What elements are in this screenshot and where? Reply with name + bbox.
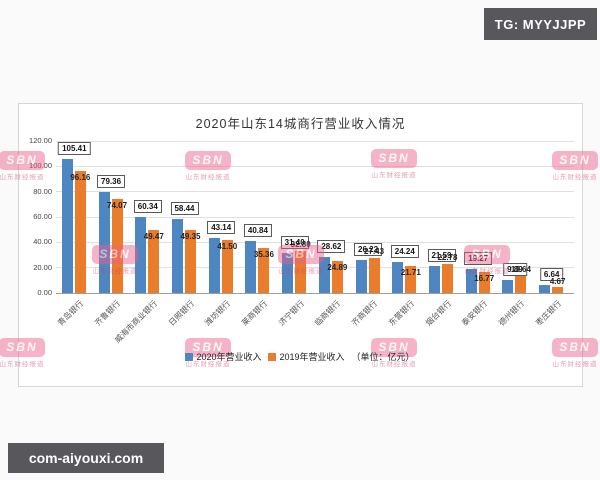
category-label: 济宁银行 <box>276 298 306 328</box>
data-label-2019: 96.16 <box>70 173 91 183</box>
gridline <box>56 191 574 193</box>
data-label-2019: 74.07 <box>107 201 128 211</box>
legend-swatch <box>185 352 194 361</box>
data-label-2019: 22.78 <box>437 253 458 263</box>
bar-2020 <box>429 265 440 293</box>
legend-item: 2020年营业收入 <box>185 350 261 363</box>
data-label-2019: 16.77 <box>474 273 495 283</box>
bar-2020 <box>502 280 514 293</box>
bar-2019 <box>221 240 233 293</box>
bar-2020 <box>392 262 404 293</box>
legend-swatch <box>268 352 277 361</box>
bar-2020 <box>245 241 257 293</box>
gridline <box>56 241 574 243</box>
bar-2020 <box>98 192 110 293</box>
gridline <box>56 267 574 269</box>
bar-2019 <box>74 171 86 293</box>
data-label-2019: 35.36 <box>253 250 274 260</box>
bar-2019 <box>405 265 417 293</box>
bar-2019 <box>478 271 490 293</box>
y-axis-tick: 40.00 <box>33 237 52 247</box>
bar-2020 <box>282 253 294 293</box>
data-label-2020: 24.24 <box>390 245 419 259</box>
bar-2019 <box>148 230 160 293</box>
data-label-2019: 49.47 <box>143 232 164 242</box>
bar-2020 <box>208 238 220 293</box>
category-label: 临商银行 <box>313 298 343 328</box>
bar-2020 <box>539 284 551 293</box>
data-label-2020: 26.22 <box>354 242 383 256</box>
legend-label: 2019年营业收入 <box>279 352 345 362</box>
bar-2019 <box>111 199 123 293</box>
chart-legend: 2020年营业收入 2019年营业收入 （单位：亿元） <box>0 350 600 363</box>
category-label: 烟台银行 <box>423 298 453 328</box>
data-label-2020: 28.62 <box>317 239 346 253</box>
data-label-2019: 41.50 <box>217 242 238 252</box>
bar-2020 <box>318 256 330 293</box>
data-label-2019: 4.67 <box>549 277 566 286</box>
chart-title: 2020年山东14城商行营业收入情况 <box>195 117 406 131</box>
y-axis-tick: 60.00 <box>33 212 52 221</box>
data-label-2019: 49.35 <box>180 232 201 242</box>
category-label: 莱商银行 <box>240 298 270 328</box>
gridline <box>56 292 574 294</box>
y-axis-tick: 100.00 <box>29 161 52 171</box>
y-axis-tick: 120.00 <box>29 136 52 145</box>
gridline <box>56 165 574 167</box>
data-label-2020: 19.27 <box>464 251 493 265</box>
bar-2019 <box>258 248 270 293</box>
gridline <box>56 140 574 142</box>
legend-label: 2020年营业收入 <box>196 352 262 362</box>
bar-2019 <box>368 258 380 293</box>
bar-2019 <box>331 261 343 293</box>
y-axis-tick: 20.00 <box>33 262 52 272</box>
unit-note: （单位：亿元） <box>351 352 415 362</box>
category-label: 德州银行 <box>497 298 527 328</box>
data-label-2019: 27.43 <box>364 247 385 257</box>
data-label-2020: 60.34 <box>133 199 162 213</box>
bar-2019 <box>185 230 196 293</box>
y-axis-tick: 0.00 <box>37 288 52 297</box>
data-label-2019: 21.71 <box>400 267 421 277</box>
bar-2019 <box>295 251 307 293</box>
data-label-2019: 24.89 <box>327 263 348 273</box>
legend-item: 2019年营业收入 <box>268 350 345 363</box>
bar-2019 <box>552 287 564 293</box>
tg-watermark-badge: TG: MYYJJPP <box>484 8 597 40</box>
data-label-2019: 32.80 <box>290 240 311 250</box>
bar-2019 <box>442 264 453 293</box>
data-label-2020: 6.64 <box>539 267 564 281</box>
data-label-2020: 105.41 <box>58 142 91 156</box>
bar-2020 <box>135 216 147 293</box>
bar-2020 <box>172 218 183 293</box>
category-label: 潍坊银行 <box>203 298 233 328</box>
category-label: 枣庄银行 <box>533 298 563 328</box>
category-label: 青岛银行 <box>56 298 86 328</box>
category-label: 东营银行 <box>386 298 416 328</box>
y-axis-tick: 80.00 <box>33 186 52 196</box>
site-watermark-badge: com-aiyouxi.com <box>8 443 164 473</box>
data-label-2020: 31.40 <box>280 236 309 250</box>
data-label-2020: 43.14 <box>207 221 236 235</box>
bar-2020 <box>465 268 477 293</box>
data-label-2020: 79.36 <box>97 175 126 189</box>
category-label: 泰安银行 <box>460 298 490 328</box>
bar-2020 <box>61 159 73 293</box>
data-label-2020: 58.44 <box>170 201 199 215</box>
bar-2020 <box>355 259 367 293</box>
category-label: 日照银行 <box>166 298 196 328</box>
data-label-2019: 13.64 <box>510 264 531 274</box>
data-label-2020: 21.59 <box>427 248 456 262</box>
bar-2019 <box>515 275 527 293</box>
category-label: 齐商银行 <box>350 298 380 328</box>
gridline <box>56 216 574 218</box>
data-label-2020: 9.89 <box>503 263 527 277</box>
category-label: 齐鲁银行 <box>93 298 123 328</box>
data-label-2020: 40.84 <box>243 224 272 238</box>
